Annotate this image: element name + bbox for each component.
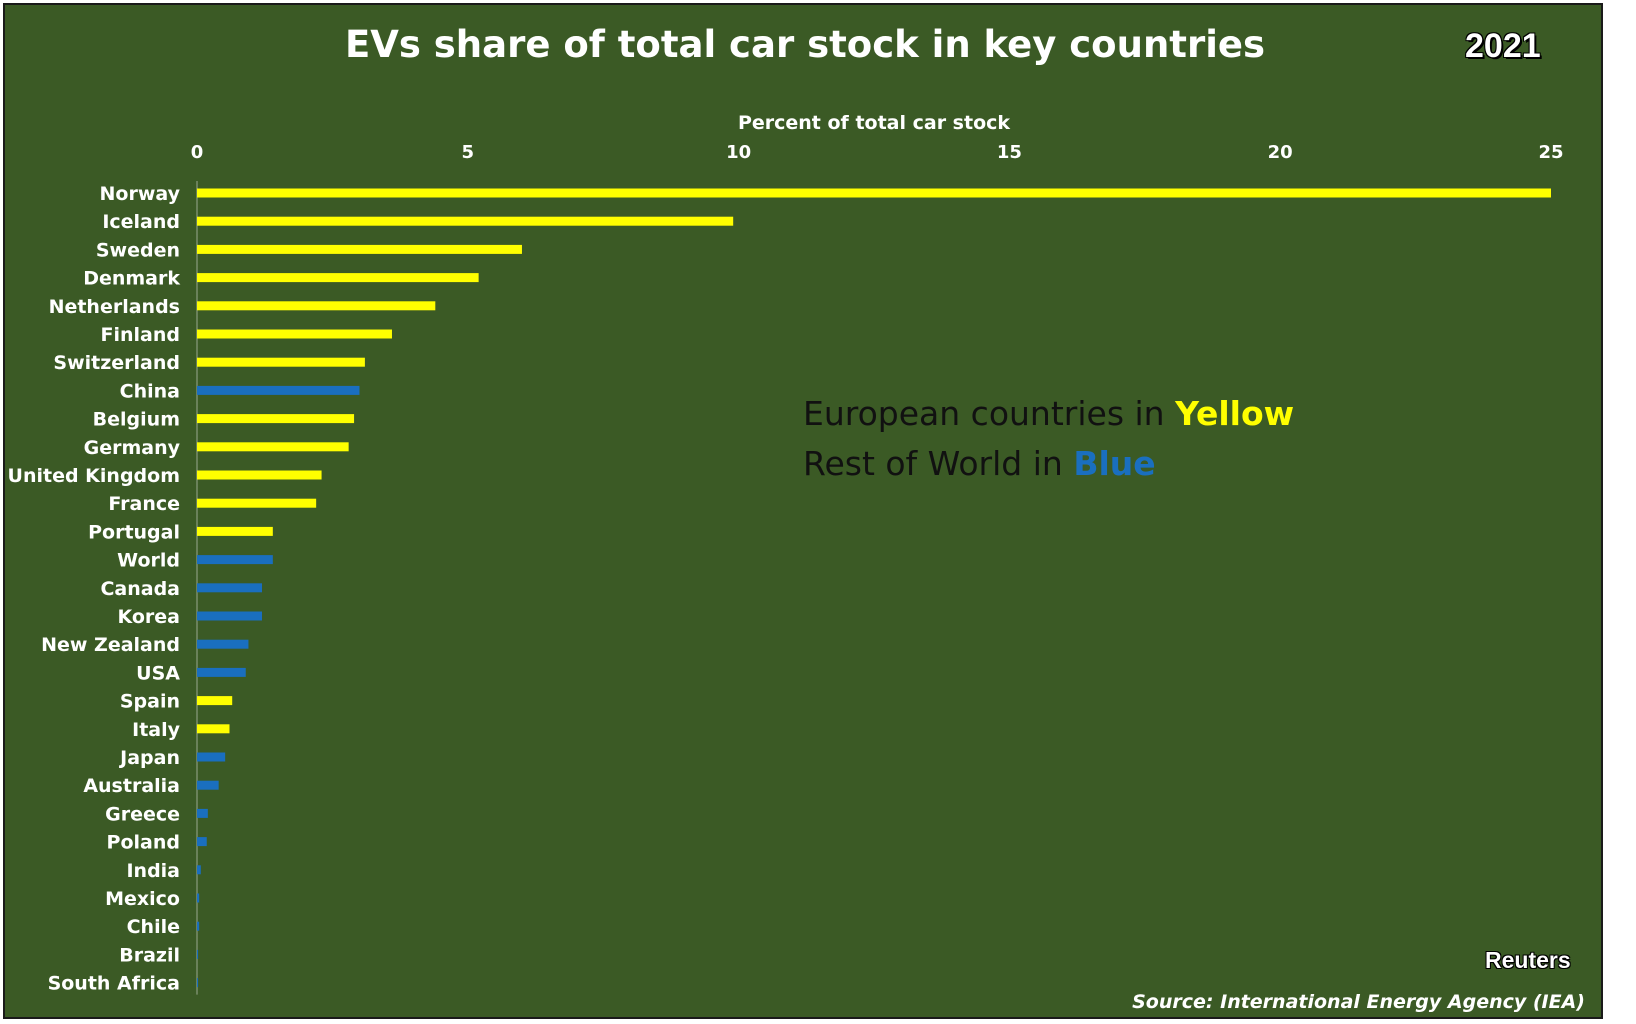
bar-new-zealand [197, 639, 249, 649]
bar-france [197, 498, 317, 508]
category-label: Poland [107, 832, 180, 854]
legend-prefix-european: European countries in [803, 394, 1176, 433]
legend-word-yellow: Yellow [1175, 394, 1295, 433]
bar-belgium [197, 414, 355, 424]
bar-united-kingdom [197, 470, 322, 480]
bar-south-africa [197, 978, 199, 988]
source-label: Source: International Energy Agency (IEA… [1132, 991, 1585, 1013]
bar-mexico [197, 893, 200, 903]
bar-brazil [197, 949, 199, 959]
category-label: Spain [120, 691, 180, 713]
category-label: Australia [83, 775, 180, 797]
category-label: Denmark [83, 268, 180, 290]
x-tick-label: 10 [726, 142, 751, 163]
category-label: South Africa [48, 973, 180, 995]
bar-netherlands [197, 301, 436, 311]
bar-australia [197, 780, 219, 790]
legend-prefix-rest: Rest of World in [803, 444, 1074, 483]
bar-germany [197, 442, 349, 452]
category-label: Greece [105, 803, 180, 825]
bar-canada [197, 583, 262, 593]
category-label: Iceland [102, 211, 180, 233]
category-label: Belgium [93, 409, 180, 431]
category-labels: Norway Iceland Sweden Denmark Netherlands Fin… [8, 183, 181, 995]
x-tick-label: 15 [997, 142, 1022, 163]
bar-iceland [197, 216, 734, 226]
category-label: India [126, 860, 180, 882]
category-label: France [108, 493, 180, 515]
x-axis-title: Percent of total car stock [738, 112, 1010, 134]
category-label: Italy [132, 719, 180, 741]
x-tick-label: 25 [1538, 142, 1563, 163]
category-label: Korea [117, 606, 180, 628]
category-label: Sweden [96, 239, 180, 261]
category-label: Mexico [105, 888, 180, 910]
x-tick-label: 5 [462, 142, 475, 163]
bar-chart: Percent of total car stock 0 5 10 15 20 25 No… [8, 112, 1564, 995]
legend-line-rest: Rest of World in Blue [803, 439, 1294, 489]
bar-spain [197, 696, 233, 706]
category-label: Portugal [88, 521, 180, 543]
bar-usa [197, 667, 246, 677]
bar-greece [197, 808, 208, 818]
category-label: New Zealand [41, 634, 180, 656]
bar-denmark [197, 273, 479, 283]
category-label: Chile [127, 916, 180, 938]
category-label: Brazil [119, 944, 180, 966]
x-tick-label: 0 [191, 142, 204, 163]
chart-title: EVs share of total car stock in key coun… [344, 23, 1266, 66]
bar-italy [197, 724, 230, 734]
legend-word-blue: Blue [1073, 444, 1156, 483]
bar-finland [197, 329, 392, 339]
bar-chile [197, 921, 200, 931]
legend-note: European countries in Yellow Rest of Wor… [803, 389, 1294, 489]
category-label: Germany [84, 437, 181, 459]
bars [197, 188, 1551, 988]
category-label: China [120, 380, 180, 402]
bar-japan [197, 752, 226, 762]
category-label: USA [136, 662, 180, 684]
category-label: Japan [118, 747, 180, 769]
bar-norway [197, 188, 1551, 198]
category-label: Switzerland [53, 352, 180, 374]
x-axis-ticks: 0 5 10 15 20 25 [191, 142, 1564, 163]
bar-world [197, 555, 273, 565]
category-label: Canada [100, 578, 180, 600]
category-label: Netherlands [49, 296, 180, 318]
bar-sweden [197, 244, 522, 254]
bar-korea [197, 611, 262, 621]
category-label: Norway [100, 183, 181, 205]
chart-frame: EVs share of total car stock in key coun… [3, 3, 1603, 1019]
year-badge: 2021 [1465, 27, 1541, 65]
bar-poland [197, 837, 207, 847]
bar-china [197, 385, 360, 395]
bar-switzerland [197, 357, 365, 367]
legend-line-european: European countries in Yellow [803, 389, 1294, 439]
category-label: Finland [101, 324, 180, 346]
bar-portugal [197, 526, 273, 536]
category-label: United Kingdom [8, 465, 180, 487]
credit-label: Reuters [1485, 947, 1571, 973]
x-tick-label: 20 [1268, 142, 1293, 163]
category-label: World [117, 550, 180, 572]
bar-india [197, 865, 201, 875]
